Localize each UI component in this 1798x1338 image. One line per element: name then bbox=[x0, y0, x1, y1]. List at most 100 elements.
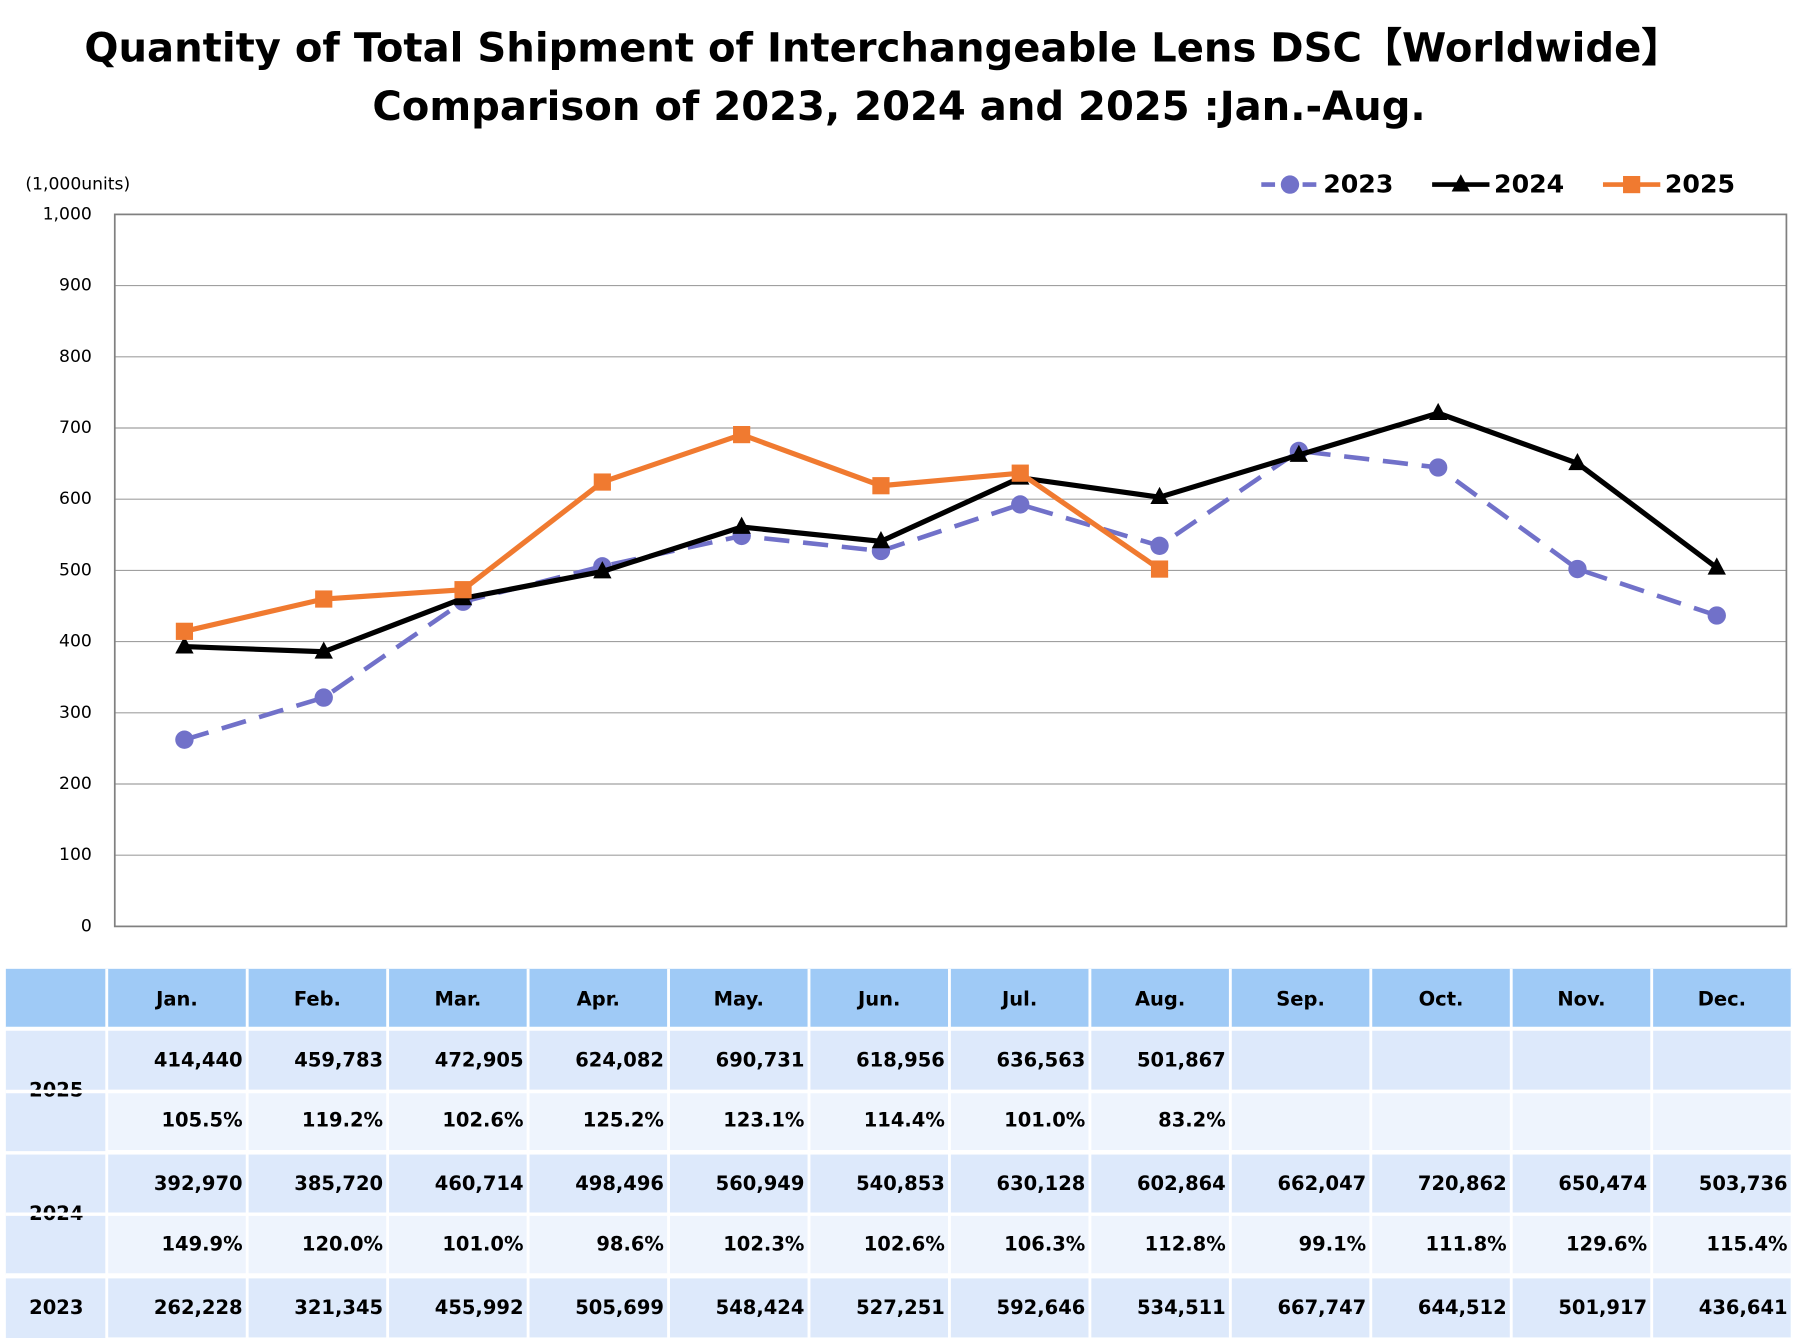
table-cell: 690,731 bbox=[716, 1048, 805, 1071]
y-tick-label: 0 bbox=[81, 916, 92, 936]
table-cell: 119.2% bbox=[302, 1109, 383, 1132]
table-cell: 636,563 bbox=[997, 1048, 1086, 1071]
marker bbox=[315, 590, 333, 608]
table-cell: 650,474 bbox=[1558, 1172, 1647, 1195]
marker bbox=[175, 730, 194, 749]
table-cell: 720,862 bbox=[1418, 1172, 1507, 1195]
marker bbox=[314, 641, 333, 659]
y-tick-label: 1,000 bbox=[43, 204, 92, 224]
table-cell: 102.6% bbox=[864, 1232, 945, 1255]
table-cell: 102.3% bbox=[723, 1232, 804, 1255]
table-cell: 501,917 bbox=[1558, 1296, 1647, 1319]
y-tick-label: 300 bbox=[59, 703, 92, 723]
table-header: Sep. bbox=[1276, 987, 1325, 1010]
marker bbox=[1011, 464, 1029, 482]
table-cell: 98.6% bbox=[596, 1232, 664, 1255]
table-cell: 618,956 bbox=[856, 1048, 945, 1071]
marker bbox=[454, 581, 472, 599]
y-axis-label: (1,000units) bbox=[25, 175, 130, 195]
table-header: Mar. bbox=[434, 987, 481, 1010]
marker bbox=[593, 561, 612, 579]
table-header: Apr. bbox=[577, 987, 620, 1010]
table-cell: 105.5% bbox=[161, 1109, 242, 1132]
table-cell: 527,251 bbox=[856, 1296, 945, 1319]
table-cell: 129.6% bbox=[1566, 1232, 1647, 1255]
table-cell: 592,646 bbox=[997, 1296, 1086, 1319]
marker bbox=[175, 622, 194, 640]
chart-title: Quantity of Total Shipment of Interchang… bbox=[84, 25, 1681, 71]
y-tick-label: 800 bbox=[59, 347, 92, 367]
legend-marker bbox=[1451, 174, 1470, 192]
table-cell: 460,714 bbox=[435, 1172, 524, 1195]
table-cell: 102.6% bbox=[442, 1109, 523, 1132]
y-tick-label: 900 bbox=[59, 276, 92, 296]
table-header: Feb. bbox=[294, 987, 341, 1010]
table-header: Jun. bbox=[856, 987, 900, 1010]
table-cell: 149.9% bbox=[161, 1232, 242, 1255]
table-cell: 459,783 bbox=[294, 1048, 383, 1071]
table-cell: 392,970 bbox=[154, 1172, 243, 1195]
plot-border bbox=[113, 213, 1788, 928]
legend-label: 2023 bbox=[1323, 170, 1393, 199]
legend-label: 2025 bbox=[1665, 170, 1735, 199]
legend-marker bbox=[1280, 175, 1300, 194]
table-cell: 505,699 bbox=[575, 1296, 664, 1319]
table-cell: 540,853 bbox=[856, 1172, 945, 1195]
marker bbox=[871, 530, 891, 549]
table-row-label: 2023 bbox=[29, 1296, 83, 1319]
marker bbox=[1289, 444, 1309, 462]
table-header: Dec. bbox=[1698, 987, 1746, 1010]
table-cell: 630,128 bbox=[997, 1172, 1086, 1195]
table-header: Nov. bbox=[1557, 987, 1605, 1010]
chart-subtitle: Comparison of 2023, 2024 and 2025 :Jan.-… bbox=[372, 84, 1425, 130]
table-cell: 111.8% bbox=[1426, 1232, 1507, 1255]
marker bbox=[1011, 495, 1030, 514]
table-cell: 644,512 bbox=[1418, 1296, 1507, 1319]
table-cell: 123.1% bbox=[723, 1109, 804, 1132]
marker bbox=[1150, 486, 1169, 505]
table-cell: 534,511 bbox=[1137, 1296, 1226, 1319]
table-row-label-bg bbox=[5, 1278, 107, 1338]
series-line bbox=[184, 410, 1719, 655]
table-cell: 472,905 bbox=[435, 1048, 524, 1071]
table-cell: 99.1% bbox=[1299, 1232, 1367, 1255]
y-tick-label: 700 bbox=[59, 418, 92, 438]
marker bbox=[733, 426, 751, 444]
table-cell: 115.4% bbox=[1706, 1232, 1787, 1255]
series-line bbox=[183, 448, 1718, 742]
marker bbox=[175, 636, 194, 654]
marker bbox=[593, 473, 611, 491]
legend-marker bbox=[1623, 175, 1641, 194]
marker bbox=[1568, 559, 1587, 579]
table-cell: 262,228 bbox=[154, 1296, 243, 1319]
table-header: Jul. bbox=[1000, 987, 1037, 1010]
table-cell: 125.2% bbox=[583, 1109, 664, 1132]
table-header: Aug. bbox=[1135, 987, 1185, 1010]
marker bbox=[1150, 536, 1169, 555]
marker bbox=[732, 516, 751, 534]
table-cell: 436,641 bbox=[1699, 1296, 1788, 1319]
marker bbox=[1428, 458, 1448, 477]
table-cell: 501,867 bbox=[1137, 1048, 1226, 1071]
table-cell: 120.0% bbox=[302, 1232, 383, 1255]
series-line bbox=[183, 431, 1162, 634]
table-cell: 101.0% bbox=[442, 1232, 523, 1255]
table-header: May. bbox=[714, 987, 764, 1010]
table-header: Jan. bbox=[154, 987, 198, 1010]
marker bbox=[872, 477, 890, 495]
marker bbox=[1150, 560, 1169, 578]
table-cell: 667,747 bbox=[1277, 1296, 1366, 1319]
table-cell: 114.4% bbox=[864, 1109, 945, 1132]
table-cell: 112.8% bbox=[1145, 1232, 1226, 1255]
legend-label: 2024 bbox=[1494, 170, 1564, 199]
table-cell: 455,992 bbox=[435, 1296, 524, 1319]
marker bbox=[1428, 402, 1448, 421]
table-cell: 414,440 bbox=[154, 1048, 243, 1071]
table-cell: 106.3% bbox=[1004, 1232, 1085, 1255]
table-cell: 503,736 bbox=[1699, 1172, 1788, 1195]
y-tick-label: 400 bbox=[59, 632, 92, 652]
table-cell: 602,864 bbox=[1137, 1172, 1226, 1195]
marker bbox=[1707, 557, 1726, 575]
table-cell: 548,424 bbox=[716, 1296, 805, 1319]
